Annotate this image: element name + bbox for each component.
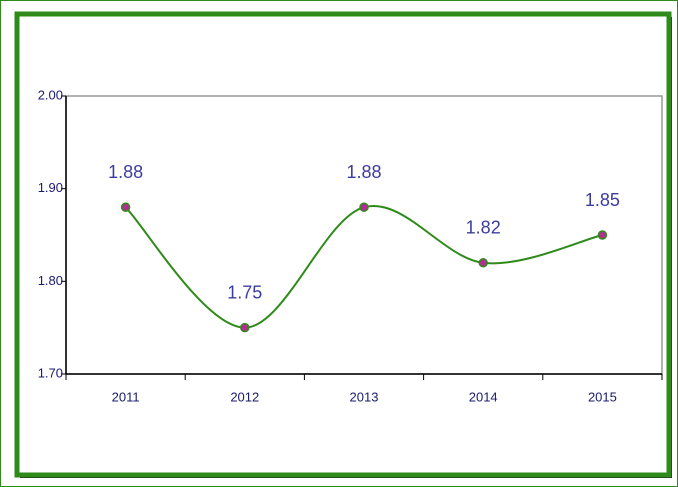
line xyxy=(124,204,603,329)
marker xyxy=(120,202,131,212)
data-label: 1.88 xyxy=(346,162,381,182)
data-label: 1.85 xyxy=(585,190,620,210)
marker xyxy=(240,322,250,333)
x-tick-label: 2013 xyxy=(350,389,379,404)
y-tick-label: 1.80 xyxy=(38,273,63,288)
x-tick-label: 2012 xyxy=(230,389,259,404)
x-tick-label: 2015 xyxy=(588,389,617,404)
marker xyxy=(597,230,608,240)
marker xyxy=(359,202,369,212)
data-label: 1.82 xyxy=(466,218,501,238)
y-tick-label: 1.90 xyxy=(38,180,63,195)
x-tick-label: 2014 xyxy=(469,389,498,404)
marker xyxy=(478,258,488,268)
data-label: 1.88 xyxy=(108,162,143,182)
x-tick-label: 2011 xyxy=(112,389,140,404)
y-tick-label: 2.00 xyxy=(38,87,63,102)
y-tick-label: 1.70 xyxy=(38,365,63,380)
data-label: 1.75 xyxy=(227,282,262,302)
plot-area xyxy=(65,95,663,375)
